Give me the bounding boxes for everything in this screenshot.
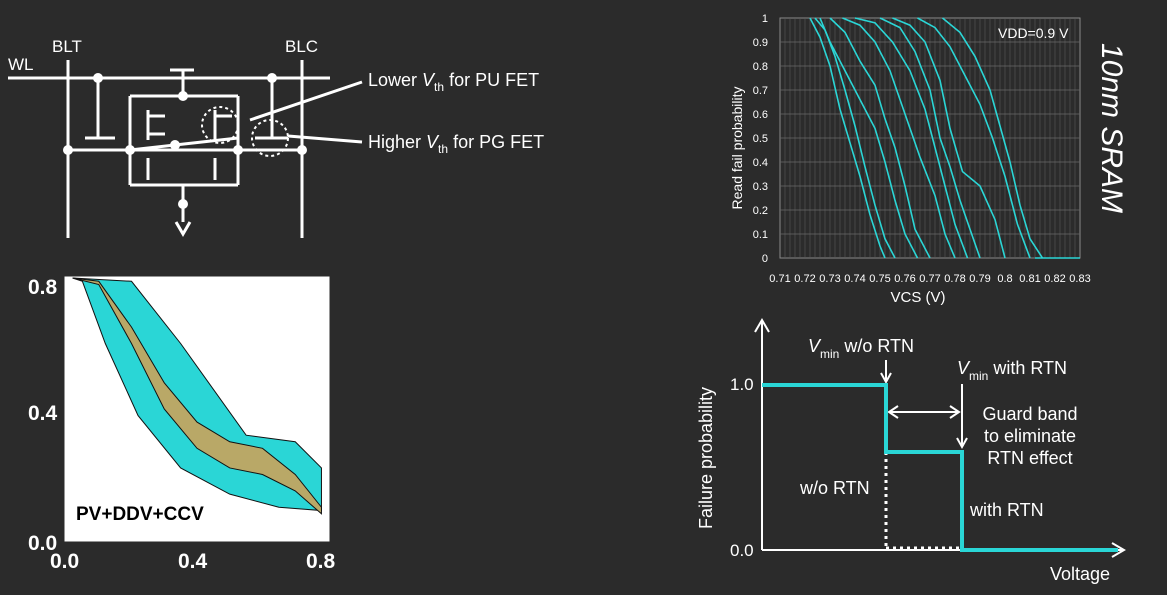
y-tick-label: 0.1 bbox=[753, 229, 768, 241]
guard-y-tick-1: 1.0 bbox=[730, 375, 754, 394]
butterfly-legend: PV+DDV+CCV bbox=[76, 504, 204, 525]
guard-band-label-2: to eliminate bbox=[984, 426, 1076, 446]
x-tick-label: 0.77 bbox=[919, 273, 940, 285]
read-fail-series-line bbox=[879, 17, 981, 259]
x-tick-label: 0.74 bbox=[844, 273, 865, 285]
butterfly-plot: PV+DDV+CCV 0.8 0.4 0.0 0.0 0.4 0.8 bbox=[28, 276, 336, 573]
x-tick-label: 0.78 bbox=[944, 273, 965, 285]
y-tick-label: 0 bbox=[762, 253, 768, 265]
bitline-true-label: BLT bbox=[52, 37, 82, 56]
x-tick-0.0: 0.0 bbox=[50, 550, 79, 573]
y-tick-label: 0.8 bbox=[753, 61, 768, 73]
guard-y-axis-label: Failure probability bbox=[696, 387, 716, 529]
x-tick-label: 0.79 bbox=[969, 273, 990, 285]
y-tick-0.0: 0.0 bbox=[28, 532, 57, 555]
with-rtn-label: with RTN bbox=[969, 500, 1044, 520]
x-tick-label: 0.76 bbox=[894, 273, 915, 285]
annotation-pg-fet: Higher Vth for PG FET bbox=[368, 132, 544, 156]
y-tick-0.4: 0.4 bbox=[28, 402, 58, 425]
x-tick-label: 0.8 bbox=[997, 273, 1012, 285]
read-fail-series-line bbox=[829, 17, 931, 259]
read-fail-series-line bbox=[819, 17, 919, 259]
x-tick-0.8: 0.8 bbox=[306, 550, 336, 573]
x-tick-label: 0.82 bbox=[1044, 273, 1065, 285]
x-tick-label: 0.71 bbox=[769, 273, 790, 285]
wordline-label: WL bbox=[8, 55, 34, 74]
read-fail-series-line bbox=[854, 17, 969, 259]
y-tick-label: 0.2 bbox=[753, 205, 768, 217]
butterfly-tan-band bbox=[72, 277, 322, 515]
guard-band-label-1: Guard band bbox=[982, 404, 1077, 424]
sram-cell-schematic: WL BLT BLC Lower Vth for PU FET Higher V… bbox=[8, 37, 544, 238]
vmin-with-rtn-label: Vmin with RTN bbox=[957, 358, 1067, 383]
y-tick-label: 0.9 bbox=[753, 37, 768, 49]
y-tick-label: 0.5 bbox=[753, 133, 768, 145]
y-tick-label: 0.7 bbox=[753, 85, 768, 97]
x-tick-label: 0.83 bbox=[1069, 273, 1090, 285]
x-axis-label: VCS (V) bbox=[890, 289, 945, 306]
y-tick-label: 0.4 bbox=[753, 157, 768, 169]
guard-x-axis-label: Voltage bbox=[1050, 564, 1110, 584]
read-fail-series-line bbox=[809, 17, 886, 259]
guard-band-label-3: RTN effect bbox=[987, 448, 1072, 468]
x-tick-0.4: 0.4 bbox=[178, 550, 208, 573]
with-rtn-step-line bbox=[762, 383, 1118, 552]
y-axis-label: Read fail probability bbox=[729, 87, 745, 210]
x-tick-label: 0.72 bbox=[794, 273, 815, 285]
read-fail-series-line bbox=[842, 17, 956, 259]
vdd-label: VDD=0.9 V bbox=[998, 25, 1069, 41]
y-tick-0.8: 0.8 bbox=[28, 276, 58, 299]
read-fail-series-line bbox=[892, 17, 1006, 259]
y-tick-label: 0.6 bbox=[753, 109, 768, 121]
sram-title: 10nm SRAM bbox=[1095, 43, 1128, 213]
y-tick-label: 0.3 bbox=[753, 181, 768, 193]
guard-y-tick-0: 0.0 bbox=[730, 541, 754, 560]
read-fail-chart: 0 0.1 0.2 0.3 0.4 0.5 0.6 0.7 0.8 0.9 1 0.71 0.72 0.… bbox=[729, 13, 1128, 306]
wo-rtn-label: w/o RTN bbox=[799, 478, 870, 498]
annotation-pu-fet: Lower Vth for PU FET bbox=[368, 70, 539, 94]
x-tick-label: 0.75 bbox=[869, 273, 890, 285]
y-tick-label: 1 bbox=[762, 13, 768, 25]
read-fail-series-line bbox=[917, 17, 1031, 259]
read-fail-series-line bbox=[941, 17, 1044, 259]
bitline-comp-label: BLC bbox=[285, 37, 318, 56]
vmin-wo-rtn-label: Vmin w/o RTN bbox=[808, 336, 914, 361]
x-tick-label: 0.73 bbox=[819, 273, 840, 285]
x-tick-label: 0.81 bbox=[1019, 273, 1040, 285]
